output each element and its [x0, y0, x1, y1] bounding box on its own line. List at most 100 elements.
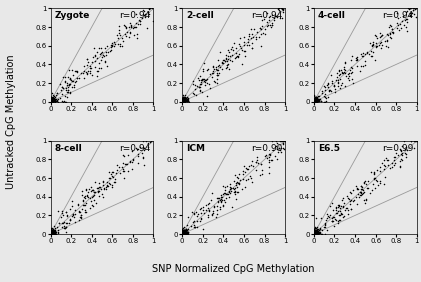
Point: [314, 230, 321, 235]
Point: [204, 206, 211, 210]
Point: [133, 36, 140, 40]
Point: [312, 96, 319, 100]
Point: [336, 218, 343, 223]
Point: [180, 231, 187, 235]
Point: [179, 230, 186, 234]
Point: [208, 71, 215, 76]
Point: [102, 53, 109, 58]
Point: [358, 184, 365, 188]
Point: [103, 50, 110, 54]
Point: [61, 80, 68, 85]
Point: [181, 229, 188, 233]
Point: [184, 99, 191, 103]
Point: [280, 138, 287, 143]
Point: [248, 32, 255, 36]
Point: [327, 88, 334, 92]
Point: [49, 231, 56, 235]
Point: [314, 232, 320, 236]
Point: [408, 6, 415, 11]
Point: [48, 96, 55, 100]
Point: [60, 100, 67, 104]
Point: [182, 98, 189, 102]
Point: [205, 208, 212, 212]
Point: [358, 184, 365, 189]
Point: [50, 229, 56, 233]
Point: [111, 180, 117, 185]
Point: [247, 176, 254, 180]
Point: [354, 64, 361, 69]
Point: [180, 99, 187, 103]
Point: [402, 145, 409, 150]
Point: [311, 93, 317, 98]
Point: [190, 219, 197, 224]
Point: [183, 98, 189, 102]
Point: [340, 71, 347, 76]
Point: [208, 198, 214, 202]
Point: [80, 199, 87, 203]
Point: [312, 100, 319, 104]
Point: [184, 231, 190, 235]
Point: [80, 198, 86, 203]
Point: [274, 14, 280, 19]
Point: [181, 228, 188, 232]
Point: [140, 155, 147, 160]
Point: [184, 94, 191, 99]
Point: [386, 35, 393, 39]
Point: [313, 231, 320, 235]
Point: [81, 195, 88, 200]
Point: [97, 45, 104, 50]
Point: [235, 42, 242, 47]
Point: [199, 227, 206, 232]
Point: [196, 78, 203, 82]
Point: [187, 223, 194, 228]
Point: [312, 99, 319, 103]
Point: [69, 213, 75, 218]
Point: [389, 30, 396, 34]
Point: [312, 228, 319, 233]
Point: [236, 52, 242, 56]
Point: [76, 209, 83, 213]
Point: [63, 213, 70, 217]
Point: [222, 191, 229, 195]
Point: [55, 97, 61, 102]
Point: [312, 99, 318, 103]
Point: [313, 96, 320, 101]
Point: [269, 158, 275, 162]
Point: [227, 186, 234, 190]
Point: [312, 98, 319, 103]
Point: [54, 225, 61, 230]
Point: [112, 177, 119, 181]
Point: [64, 81, 70, 86]
Point: [389, 30, 396, 34]
Point: [179, 97, 186, 102]
Point: [312, 228, 319, 232]
Point: [52, 98, 59, 102]
Point: [197, 88, 204, 93]
Point: [214, 199, 221, 204]
Text: 2-cell: 2-cell: [187, 11, 214, 20]
Point: [52, 99, 59, 103]
Point: [54, 231, 61, 236]
Point: [368, 49, 375, 53]
Point: [205, 208, 212, 213]
Point: [104, 184, 111, 188]
Point: [313, 98, 320, 102]
Point: [111, 40, 117, 45]
Point: [180, 228, 187, 233]
Point: [314, 232, 321, 236]
Point: [204, 215, 211, 219]
Point: [145, 7, 152, 12]
Point: [114, 168, 121, 172]
Point: [101, 60, 108, 64]
Point: [63, 230, 70, 234]
Point: [312, 228, 319, 233]
Point: [191, 223, 197, 227]
Point: [47, 99, 54, 103]
Point: [51, 229, 57, 234]
Point: [82, 188, 89, 192]
Point: [179, 230, 186, 235]
Point: [83, 62, 90, 67]
Point: [183, 230, 190, 235]
Point: [312, 230, 318, 234]
Point: [403, 20, 410, 25]
